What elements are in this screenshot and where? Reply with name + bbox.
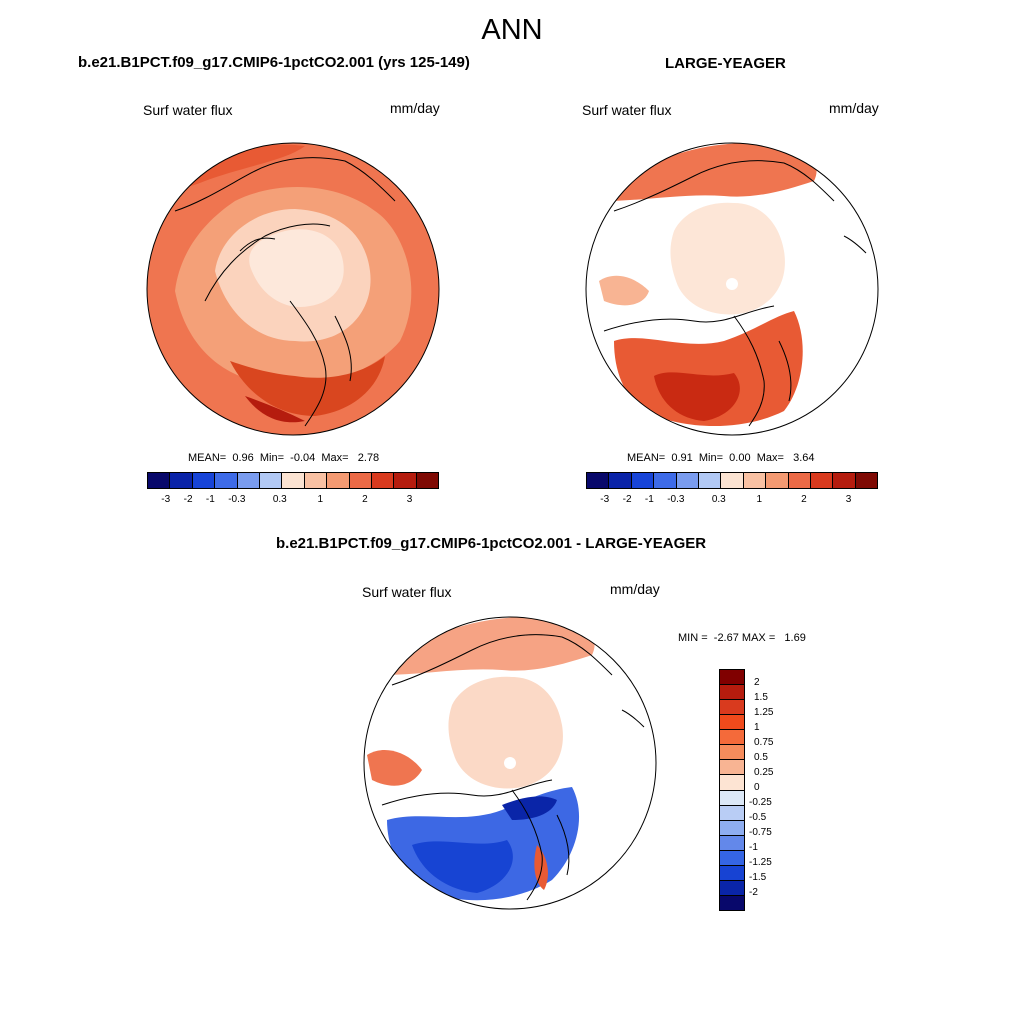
colorbar-swatch xyxy=(788,473,811,488)
colorbar-tick-label: 1.25 xyxy=(754,707,774,718)
colorbar-tick-label: 0 xyxy=(754,782,760,793)
colorbar-tick-label: 0.3 xyxy=(711,494,726,505)
panel-1-polar-map xyxy=(146,142,440,436)
diff-units: mm/day xyxy=(610,581,660,597)
colorbar-tick-label: 0.5 xyxy=(754,752,768,763)
colorbar-swatch xyxy=(720,685,744,701)
colorbar-swatch xyxy=(654,473,677,488)
colorbar-tick-label: -1 xyxy=(749,842,758,853)
colorbar-swatch xyxy=(720,895,744,910)
colorbar-swatch xyxy=(327,473,350,488)
colorbar-swatch xyxy=(259,473,283,488)
colorbar-tick-label: 3 xyxy=(845,494,852,505)
colorbar-swatch xyxy=(676,473,699,488)
colorbar-swatch xyxy=(215,473,238,488)
diff-title: b.e21.B1PCT.f09_g17.CMIP6-1pctCO2.001 - … xyxy=(276,535,707,552)
colorbar-swatch xyxy=(720,805,744,821)
diff-polar-map xyxy=(363,616,657,910)
colorbar-tick-label: 2 xyxy=(754,677,760,688)
colorbar-tick-label: -2 xyxy=(749,887,758,898)
panel-2-colorbar xyxy=(586,472,878,489)
colorbar-tick-label: -3 xyxy=(161,494,171,505)
panel-2-stats: MEAN= 0.91 Min= 0.00 Max= 3.64 xyxy=(627,452,815,464)
colorbar-swatch xyxy=(721,473,744,488)
panel-2-polar-map xyxy=(585,142,879,436)
colorbar-swatch xyxy=(720,700,744,716)
colorbar-tick-label: -2 xyxy=(622,494,632,505)
colorbar-tick-label: 1 xyxy=(317,494,324,505)
colorbar-swatch xyxy=(720,790,744,806)
colorbar-tick-label: 0.3 xyxy=(272,494,287,505)
colorbar-tick-label: 2 xyxy=(801,494,807,505)
colorbar-swatch xyxy=(170,473,193,488)
diff-colorbar-ticks: 2 1.5 1.25 1 0.75 0.5 0.25 0 -0.25 -0.5 -0.75 -1 -1.… xyxy=(749,669,792,909)
colorbar-tick-label: 1.5 xyxy=(754,692,768,703)
colorbar-swatch xyxy=(371,473,395,488)
panel-2-units: mm/day xyxy=(829,100,879,116)
panel-2-colorbar-ticks: -3 -2 -1 -0.3 0.3 1 2 3 xyxy=(586,494,876,508)
colorbar-swatch xyxy=(720,745,744,761)
panel-2-title: LARGE-YEAGER xyxy=(665,55,786,72)
colorbar-swatch xyxy=(192,473,216,488)
colorbar-tick-label: -0.5 xyxy=(749,812,767,823)
colorbar-tick-label: -1.25 xyxy=(749,857,772,868)
colorbar-swatch xyxy=(237,473,260,488)
colorbar-tick-label: 1 xyxy=(756,494,763,505)
colorbar-swatch xyxy=(720,775,744,791)
colorbar-swatch xyxy=(304,473,328,488)
panel-1-variable: Surf water flux xyxy=(143,102,233,118)
panel-1-colorbar xyxy=(147,472,439,489)
panel-1-stats: MEAN= 0.96 Min= -0.04 Max= 2.78 xyxy=(188,452,380,464)
colorbar-swatch xyxy=(720,715,744,731)
panel-1-colorbar-ticks: -3 -2 -1 -0.3 0.3 1 2 3 xyxy=(147,494,437,508)
colorbar-swatch xyxy=(766,473,789,488)
colorbar-swatch xyxy=(720,670,744,686)
colorbar-swatch xyxy=(148,473,171,488)
colorbar-tick-label: -2 xyxy=(183,494,193,505)
diff-colorbar xyxy=(719,669,745,911)
colorbar-swatch xyxy=(282,473,305,488)
colorbar-swatch xyxy=(394,473,417,488)
colorbar-tick-label: 0.25 xyxy=(754,767,774,778)
colorbar-swatch xyxy=(720,820,744,836)
colorbar-tick-label: -0.3 xyxy=(228,494,246,505)
panel-1-title: b.e21.B1PCT.f09_g17.CMIP6-1pctCO2.001 (y… xyxy=(78,54,470,71)
colorbar-tick-label: 2 xyxy=(362,494,368,505)
colorbar-swatch xyxy=(743,473,767,488)
diff-variable: Surf water flux xyxy=(362,584,452,600)
colorbar-tick-label: 0.75 xyxy=(754,737,774,748)
colorbar-tick-label: -0.25 xyxy=(749,797,772,808)
colorbar-swatch xyxy=(720,760,744,776)
figure-title: ANN xyxy=(481,14,543,46)
diff-stats: MIN = -2.67 MAX = 1.69 xyxy=(678,632,806,644)
colorbar-tick-label: -0.3 xyxy=(667,494,685,505)
colorbar-tick-label: -0.75 xyxy=(749,827,772,838)
colorbar-tick-label: -1 xyxy=(644,494,654,505)
colorbar-swatch xyxy=(609,473,632,488)
panel-1-units: mm/day xyxy=(390,100,440,116)
panel-2-variable: Surf water flux xyxy=(582,102,672,118)
colorbar-swatch xyxy=(587,473,610,488)
colorbar-tick-label: -1.5 xyxy=(749,872,767,883)
colorbar-swatch xyxy=(720,850,744,866)
colorbar-tick-label: 3 xyxy=(406,494,413,505)
colorbar-swatch xyxy=(631,473,655,488)
colorbar-swatch xyxy=(720,835,744,851)
colorbar-swatch xyxy=(720,880,744,896)
colorbar-swatch xyxy=(349,473,372,488)
colorbar-tick-label: 1 xyxy=(754,722,760,733)
colorbar-swatch xyxy=(698,473,722,488)
colorbar-swatch xyxy=(810,473,834,488)
colorbar-swatch xyxy=(720,730,744,746)
colorbar-swatch xyxy=(416,473,439,488)
colorbar-swatch xyxy=(720,865,744,881)
colorbar-swatch xyxy=(833,473,856,488)
colorbar-tick-label: -1 xyxy=(205,494,215,505)
colorbar-swatch xyxy=(855,473,878,488)
colorbar-tick-label: -3 xyxy=(600,494,610,505)
